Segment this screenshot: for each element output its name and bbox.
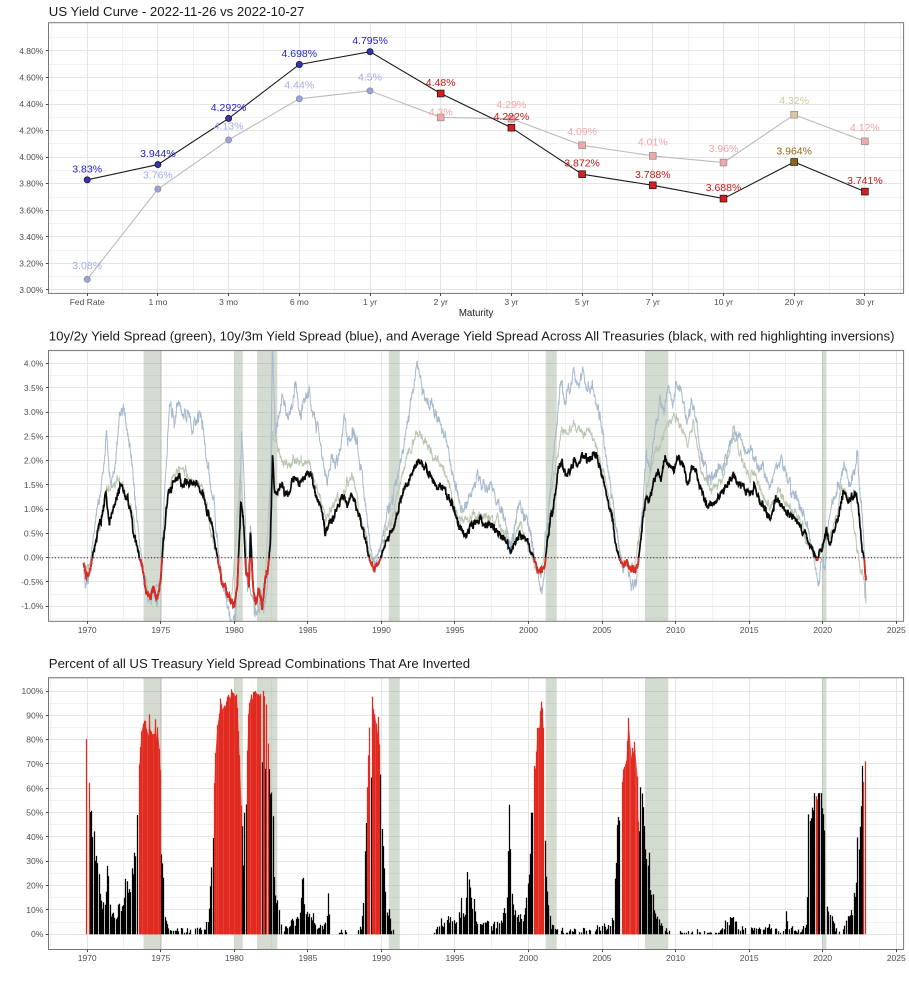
svg-text:4.3%: 4.3% bbox=[429, 106, 453, 118]
svg-text:2.5%: 2.5% bbox=[24, 431, 44, 441]
svg-text:3.83%: 3.83% bbox=[72, 163, 102, 175]
svg-text:4.48%: 4.48% bbox=[426, 77, 456, 89]
svg-text:0%: 0% bbox=[31, 929, 44, 939]
svg-text:4.29%: 4.29% bbox=[497, 99, 527, 111]
svg-text:2000: 2000 bbox=[519, 625, 538, 635]
svg-text:1980: 1980 bbox=[225, 953, 244, 963]
svg-text:1995: 1995 bbox=[445, 625, 464, 635]
svg-text:1.0%: 1.0% bbox=[24, 504, 44, 514]
svg-text:4.09%: 4.09% bbox=[567, 126, 597, 138]
svg-text:4.292%: 4.292% bbox=[211, 102, 247, 114]
svg-text:0.0%: 0.0% bbox=[24, 553, 44, 563]
svg-text:3.964%: 3.964% bbox=[776, 146, 812, 158]
svg-text:4.0%: 4.0% bbox=[24, 359, 44, 369]
svg-text:30 yr: 30 yr bbox=[855, 297, 874, 307]
svg-text:3.5%: 3.5% bbox=[24, 383, 44, 393]
svg-text:4.222%: 4.222% bbox=[494, 111, 530, 123]
svg-text:3.40%: 3.40% bbox=[19, 232, 44, 242]
svg-text:2020: 2020 bbox=[813, 953, 832, 963]
svg-text:3.96%: 3.96% bbox=[709, 143, 739, 155]
svg-text:1990: 1990 bbox=[372, 625, 391, 635]
svg-text:20%: 20% bbox=[26, 881, 43, 891]
svg-text:2 yr: 2 yr bbox=[434, 297, 448, 307]
svg-text:1970: 1970 bbox=[78, 953, 97, 963]
svg-text:2025: 2025 bbox=[887, 625, 906, 635]
svg-text:3.00%: 3.00% bbox=[19, 285, 44, 295]
svg-text:2000: 2000 bbox=[519, 953, 538, 963]
svg-text:70%: 70% bbox=[26, 759, 43, 769]
svg-text:2010: 2010 bbox=[666, 953, 685, 963]
svg-text:2.0%: 2.0% bbox=[24, 456, 44, 466]
svg-text:1980: 1980 bbox=[225, 625, 244, 635]
svg-text:100%: 100% bbox=[22, 686, 44, 696]
svg-text:3.872%: 3.872% bbox=[564, 158, 600, 170]
svg-text:4.20%: 4.20% bbox=[19, 126, 44, 136]
svg-text:Percent of all US Treasury Yie: Percent of all US Treasury Yield Spread … bbox=[49, 656, 470, 671]
svg-text:3.20%: 3.20% bbox=[19, 258, 44, 268]
svg-text:20 yr: 20 yr bbox=[785, 297, 804, 307]
svg-text:3.08%: 3.08% bbox=[72, 260, 102, 272]
svg-text:3.788%: 3.788% bbox=[635, 169, 671, 181]
svg-text:1 yr: 1 yr bbox=[363, 297, 377, 307]
svg-text:Fed Rate: Fed Rate bbox=[70, 297, 105, 307]
svg-text:1990: 1990 bbox=[372, 953, 391, 963]
svg-text:1975: 1975 bbox=[151, 953, 170, 963]
svg-text:2010: 2010 bbox=[666, 625, 685, 635]
svg-text:1985: 1985 bbox=[298, 625, 317, 635]
svg-text:1985: 1985 bbox=[298, 953, 317, 963]
svg-text:2020: 2020 bbox=[813, 625, 832, 635]
svg-text:-0.5%: -0.5% bbox=[21, 577, 44, 587]
svg-text:4.32%: 4.32% bbox=[779, 95, 809, 107]
svg-text:US Yield Curve - 2022-11-26 vs: US Yield Curve - 2022-11-26 vs 2022-10-2… bbox=[49, 4, 305, 19]
svg-text:1.5%: 1.5% bbox=[24, 480, 44, 490]
svg-text:4.13%: 4.13% bbox=[214, 120, 244, 132]
svg-text:1995: 1995 bbox=[445, 953, 464, 963]
svg-text:4.12%: 4.12% bbox=[850, 122, 880, 134]
svg-text:3 yr: 3 yr bbox=[504, 297, 518, 307]
svg-text:80%: 80% bbox=[26, 735, 43, 745]
svg-text:50%: 50% bbox=[26, 808, 43, 818]
svg-text:2015: 2015 bbox=[740, 625, 759, 635]
svg-text:4.01%: 4.01% bbox=[638, 136, 668, 148]
svg-text:1 mo: 1 mo bbox=[148, 297, 167, 307]
svg-text:60%: 60% bbox=[26, 783, 43, 793]
svg-text:6 mo: 6 mo bbox=[290, 297, 309, 307]
svg-text:2005: 2005 bbox=[593, 625, 612, 635]
svg-text:2015: 2015 bbox=[740, 953, 759, 963]
svg-text:3.80%: 3.80% bbox=[19, 179, 44, 189]
svg-text:4.40%: 4.40% bbox=[19, 99, 44, 109]
svg-text:4.698%: 4.698% bbox=[281, 48, 317, 60]
svg-text:3.741%: 3.741% bbox=[847, 175, 883, 187]
svg-text:5 yr: 5 yr bbox=[575, 297, 589, 307]
svg-text:1975: 1975 bbox=[151, 625, 170, 635]
svg-text:4.795%: 4.795% bbox=[352, 35, 388, 47]
svg-text:4.00%: 4.00% bbox=[19, 152, 44, 162]
svg-text:Maturity: Maturity bbox=[459, 308, 494, 319]
svg-text:1970: 1970 bbox=[78, 625, 97, 635]
svg-text:4.44%: 4.44% bbox=[284, 79, 314, 91]
svg-text:3.0%: 3.0% bbox=[24, 407, 44, 417]
svg-text:3.944%: 3.944% bbox=[140, 148, 176, 160]
svg-text:3.60%: 3.60% bbox=[19, 205, 44, 215]
svg-text:-1.0%: -1.0% bbox=[21, 601, 44, 611]
svg-text:3 mo: 3 mo bbox=[219, 297, 238, 307]
svg-text:4.60%: 4.60% bbox=[19, 73, 44, 83]
svg-text:0.5%: 0.5% bbox=[24, 528, 44, 538]
svg-text:10y/2y Yield Spread (green), 1: 10y/2y Yield Spread (green), 10y/3m Yiel… bbox=[49, 329, 895, 344]
svg-text:4.80%: 4.80% bbox=[19, 46, 44, 56]
svg-text:3.688%: 3.688% bbox=[706, 182, 742, 194]
svg-text:10 yr: 10 yr bbox=[714, 297, 733, 307]
svg-text:90%: 90% bbox=[26, 710, 43, 720]
svg-text:7 yr: 7 yr bbox=[646, 297, 660, 307]
svg-text:10%: 10% bbox=[26, 905, 43, 915]
svg-text:30%: 30% bbox=[26, 856, 43, 866]
svg-text:2005: 2005 bbox=[593, 953, 612, 963]
svg-text:3.76%: 3.76% bbox=[143, 170, 173, 182]
svg-text:2025: 2025 bbox=[887, 953, 906, 963]
svg-text:40%: 40% bbox=[26, 832, 43, 842]
svg-text:4.5%: 4.5% bbox=[358, 71, 382, 83]
